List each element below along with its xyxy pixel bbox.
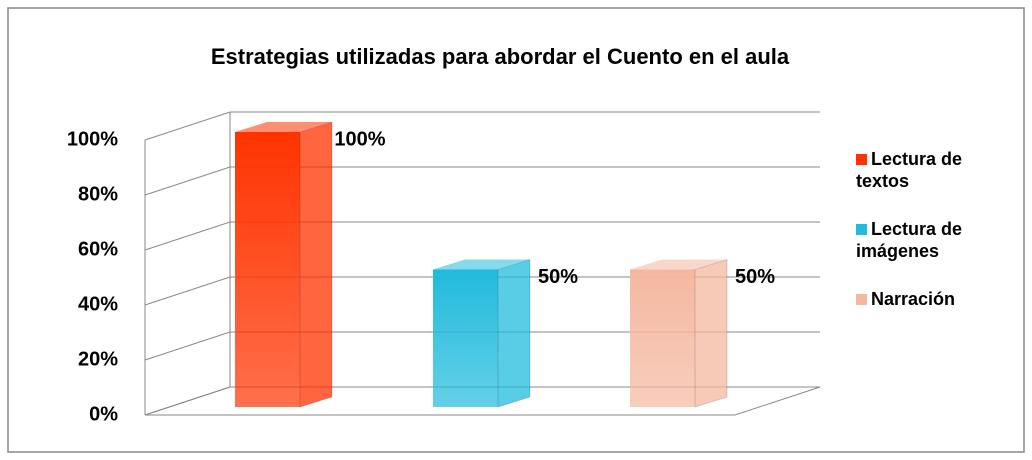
grid-line	[144, 386, 820, 416]
grid-line	[144, 166, 820, 196]
bar-top	[433, 259, 530, 270]
grid-line	[144, 111, 820, 141]
bar-side	[299, 121, 333, 408]
bar	[235, 132, 300, 407]
y-tick-label: 0%	[89, 403, 118, 425]
bar	[630, 269, 695, 407]
legend-label: Lectura de imágenes	[856, 219, 963, 261]
y-tick-label: 80%	[78, 183, 118, 205]
chart-title: Estrategias utilizadas para abordar el C…	[211, 44, 790, 69]
y-tick-label: 20%	[78, 348, 118, 370]
bar-side	[694, 258, 728, 408]
bar-side	[497, 258, 531, 408]
legend-swatch	[856, 224, 867, 235]
data-label: 50%	[735, 266, 775, 288]
y-tick-label: 100%	[67, 128, 118, 150]
legend-item: Narración	[856, 288, 1006, 310]
legend-swatch	[856, 154, 867, 165]
legend-item: Lectura de imágenes	[856, 218, 1006, 262]
grid-line	[144, 276, 820, 306]
legend-swatch	[856, 294, 867, 305]
y-tick-label: 60%	[78, 238, 118, 260]
bar	[433, 269, 498, 407]
legend-label: Lectura de textos	[856, 149, 963, 191]
y-tick-label: 40%	[78, 293, 118, 315]
legend-item: Lectura de textos	[856, 148, 1006, 192]
data-label: 50%	[538, 266, 578, 288]
bar-top	[235, 122, 332, 132]
data-label: 100%	[334, 128, 385, 150]
legend-label: Narración	[871, 289, 956, 309]
grid-line	[144, 331, 820, 361]
bar-top	[630, 259, 727, 270]
grid-line	[144, 221, 820, 251]
